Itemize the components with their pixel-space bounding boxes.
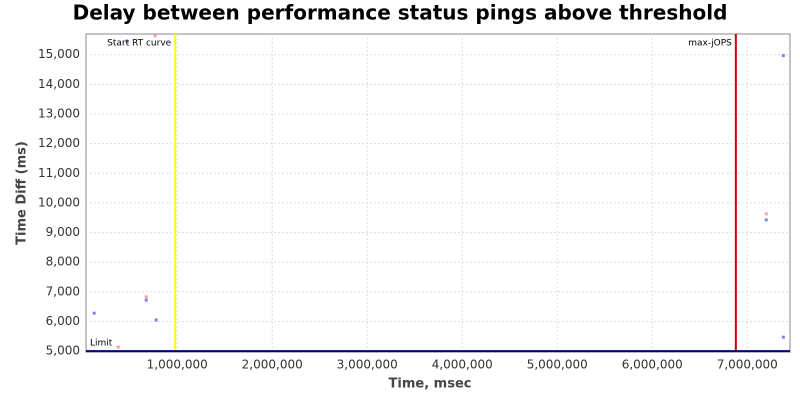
chart-title: Delay between performance status pings a… [73,1,728,25]
point [153,34,157,38]
x-axis-label: Time, msec [389,377,472,392]
y-tick-label: 8,000 [46,255,80,269]
y-tick-label: 9,000 [46,225,80,239]
y-tick-label: 12,000 [38,136,80,150]
y-axis-label: Time Diff (ms) [15,141,30,245]
point [764,218,768,222]
point [125,40,129,44]
point [154,318,158,322]
y-tick-label: 7,000 [46,284,80,298]
y-tick-label: 15,000 [38,47,80,61]
plot-area [85,33,791,353]
point [116,345,120,349]
y-tick-label: 5,000 [46,344,80,358]
y-tick-label: 14,000 [38,77,80,91]
x-tick-label: 6,000,000 [622,358,683,372]
x-tick-label: 2,000,000 [242,358,303,372]
x-tick-label: 7,000,000 [717,358,778,372]
point [764,212,768,216]
y-tick-label: 11,000 [38,166,80,180]
limit-label: Limit [90,339,113,349]
x-tick-label: 4,000,000 [432,358,493,372]
y-tick-label: 6,000 [46,314,80,328]
x-tick-label: 3,000,000 [337,358,398,372]
point [781,335,785,339]
marker-label: max-jOPS [688,39,732,49]
marker-label: Start RT curve [107,39,171,49]
point [781,54,785,58]
y-tick-label: 10,000 [38,195,80,209]
y-tick-label: 13,000 [38,107,80,121]
point [144,298,148,302]
x-tick-label: 5,000,000 [527,358,588,372]
point [92,311,96,315]
point [144,295,148,299]
x-tick-label: 1,000,000 [147,358,208,372]
